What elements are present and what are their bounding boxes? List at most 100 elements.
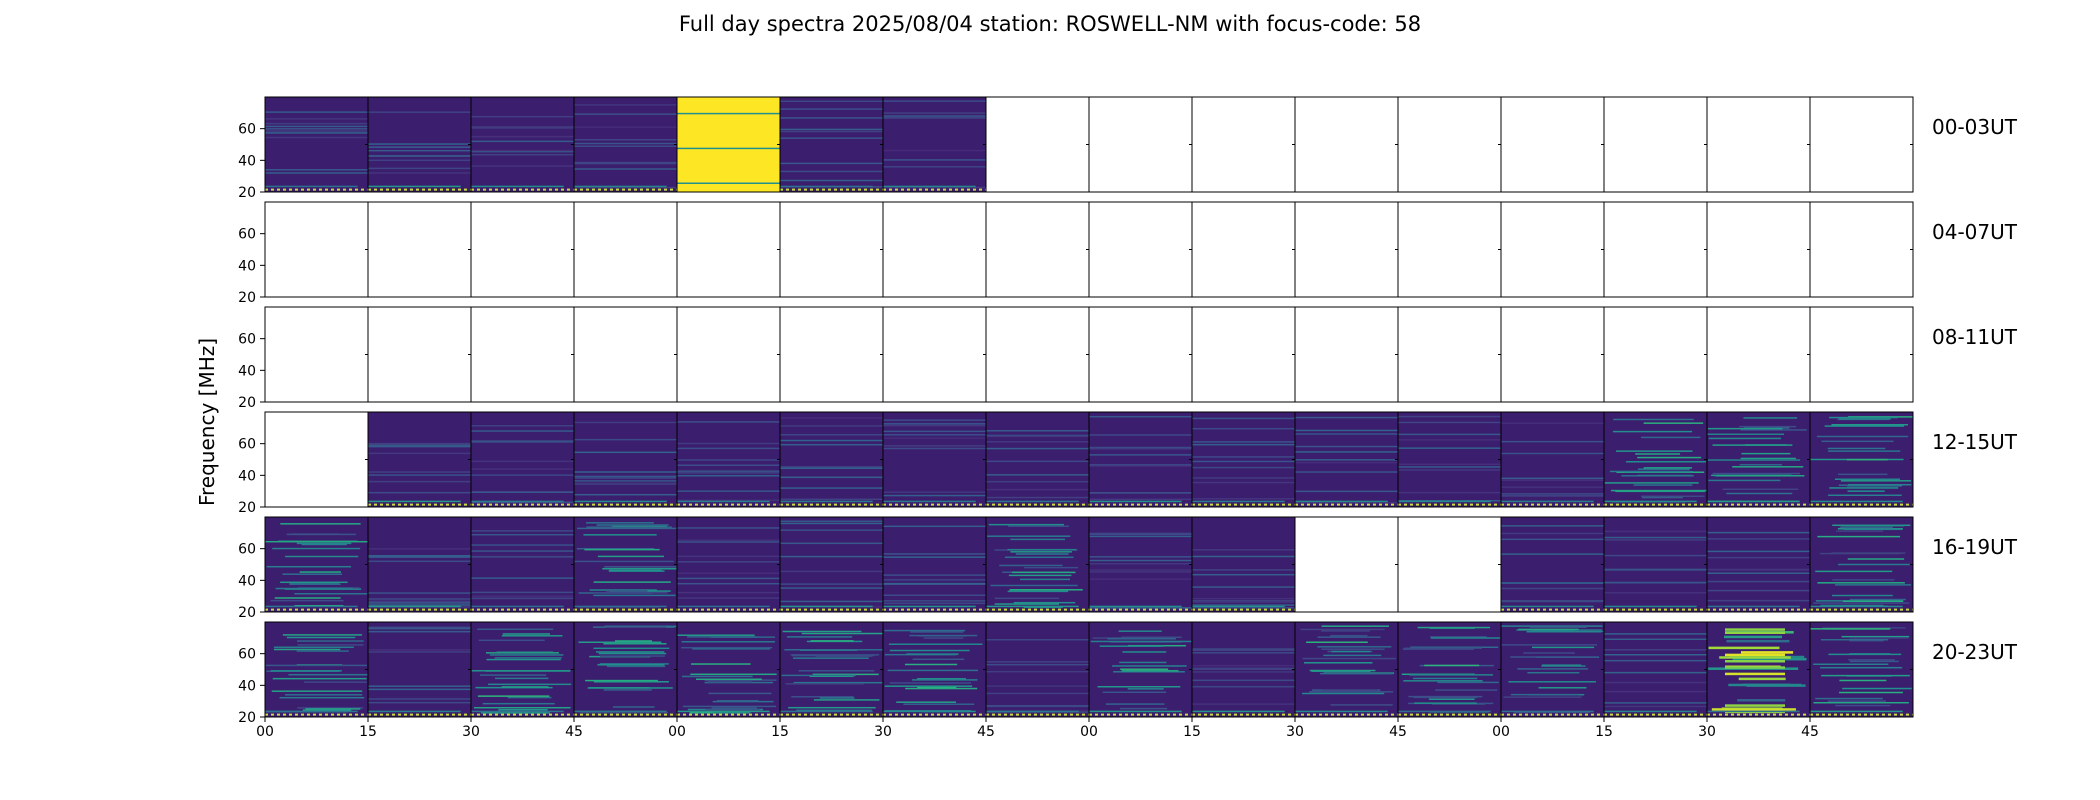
spectrum-streak	[1523, 652, 1575, 654]
spectrum-streak	[707, 681, 753, 683]
spectrum-streak	[1633, 484, 1693, 486]
spectra-panel	[676, 516, 781, 613]
spectrum-streak	[883, 447, 986, 450]
spectrum-streak	[265, 136, 368, 139]
x-tick-label: 15	[1183, 724, 1201, 740]
spectrum-streak	[677, 541, 780, 543]
panel-frame	[1809, 96, 1914, 193]
x-tick-label: 45	[977, 724, 995, 740]
spectrum-streak	[883, 115, 986, 117]
spectrum-streak	[1398, 710, 1491, 713]
spectrum-streak	[1711, 708, 1796, 711]
spectrum-streak	[592, 592, 668, 594]
spectrum-streak	[677, 605, 770, 608]
spectrum-background	[574, 412, 677, 507]
spectrum-streak	[1428, 698, 1475, 700]
spectrum-streak	[1604, 530, 1707, 533]
spectrum-streak	[1847, 558, 1905, 560]
spectrum-streak	[883, 186, 986, 189]
spectrum-streak	[677, 555, 780, 558]
spectrum-streak	[1501, 625, 1603, 627]
spectrum-streak	[1089, 415, 1192, 418]
spectra-panel	[264, 411, 369, 508]
spectrum-streak	[1839, 679, 1887, 682]
spectrum-streak	[883, 500, 976, 503]
spectrum-streak	[883, 710, 976, 713]
spectrum-background	[368, 622, 471, 717]
spectrum-streak	[1413, 677, 1478, 680]
spectrum-streak	[368, 167, 471, 170]
spectrum-streak	[1322, 689, 1378, 691]
spectrum-streak	[1192, 555, 1295, 558]
spectrum-streak	[1849, 653, 1891, 655]
spectrum-streak	[689, 711, 750, 714]
spectrum-streak	[788, 706, 876, 709]
spectra-panel	[1088, 96, 1193, 193]
spectrum-streak	[1508, 681, 1597, 683]
spectrum-streak	[986, 474, 1089, 476]
spectrum-streak	[471, 126, 574, 128]
x-tick-label: 15	[1595, 724, 1613, 740]
spectrum-streak	[1007, 548, 1077, 551]
spectrum-streak	[1398, 433, 1501, 436]
spectra-panel	[470, 201, 575, 298]
spectrum-streak	[1113, 671, 1185, 673]
spectrum-streak	[1707, 433, 1785, 436]
spectrum-streak	[1740, 429, 1807, 431]
spectrum-streak	[593, 647, 670, 650]
spectrum-streak	[1404, 647, 1482, 650]
spectrum-streak	[780, 487, 883, 489]
spectrum-streak	[577, 527, 677, 530]
panel-frame	[470, 306, 575, 403]
spectrum-streak	[1192, 456, 1295, 458]
spectrum-streak	[265, 130, 368, 132]
spectrum-streak	[883, 149, 986, 152]
y-tick-label: 40	[238, 468, 256, 484]
row-label: 12-15UT	[1932, 430, 2018, 454]
spectrum-streak	[692, 648, 771, 650]
spectra-panel	[1706, 96, 1811, 193]
spectrum-streak	[285, 555, 359, 558]
spectrum-streak	[1815, 570, 1893, 573]
spectrum-streak	[1501, 479, 1604, 482]
spectrum-streak	[1810, 500, 1903, 503]
spectrum-streak	[677, 591, 780, 594]
spectrum-streak	[780, 522, 883, 525]
spectrum-streak	[368, 649, 471, 651]
spectrum-streak	[1295, 501, 1398, 504]
spectrum-streak	[480, 712, 550, 714]
spectrum-streak	[1023, 606, 1063, 609]
spectrum-streak	[1321, 625, 1389, 627]
spectrum-streak	[297, 644, 364, 646]
spectrum-streak	[780, 570, 883, 573]
spectrum-streak	[677, 577, 780, 580]
spectrum-streak	[883, 553, 986, 555]
spectrum-streak	[1829, 487, 1899, 489]
spectrum-streak	[780, 555, 883, 558]
spectrum-streak	[1119, 661, 1167, 664]
spectrum-streak	[889, 682, 971, 684]
spectra-panel	[573, 96, 678, 193]
spectrum-streak	[1118, 630, 1162, 632]
spectrum-streak	[782, 630, 862, 633]
spectrum-streak	[602, 568, 677, 570]
spectrum-streak	[1089, 535, 1192, 538]
spectrum-streak	[471, 140, 574, 143]
spectrum-streak	[574, 185, 667, 188]
x-tick-label: 30	[1698, 724, 1716, 740]
spectrum-streak	[883, 423, 986, 425]
spectrum-streak	[1430, 636, 1487, 638]
spectrum-streak	[1192, 703, 1295, 705]
spectrum-streak	[265, 122, 368, 125]
panel-frame	[573, 201, 678, 298]
spectrum-streak	[923, 637, 964, 639]
spectrum-streak	[1429, 627, 1475, 629]
spectrum-streak	[1609, 470, 1691, 473]
spectrum-streak	[1398, 491, 1501, 494]
spectrum-streak	[574, 421, 677, 424]
spectrum-streak	[1831, 594, 1893, 597]
spectrum-streak	[265, 169, 368, 171]
spectrum-streak	[883, 159, 986, 161]
spectrum-streak	[289, 583, 341, 585]
